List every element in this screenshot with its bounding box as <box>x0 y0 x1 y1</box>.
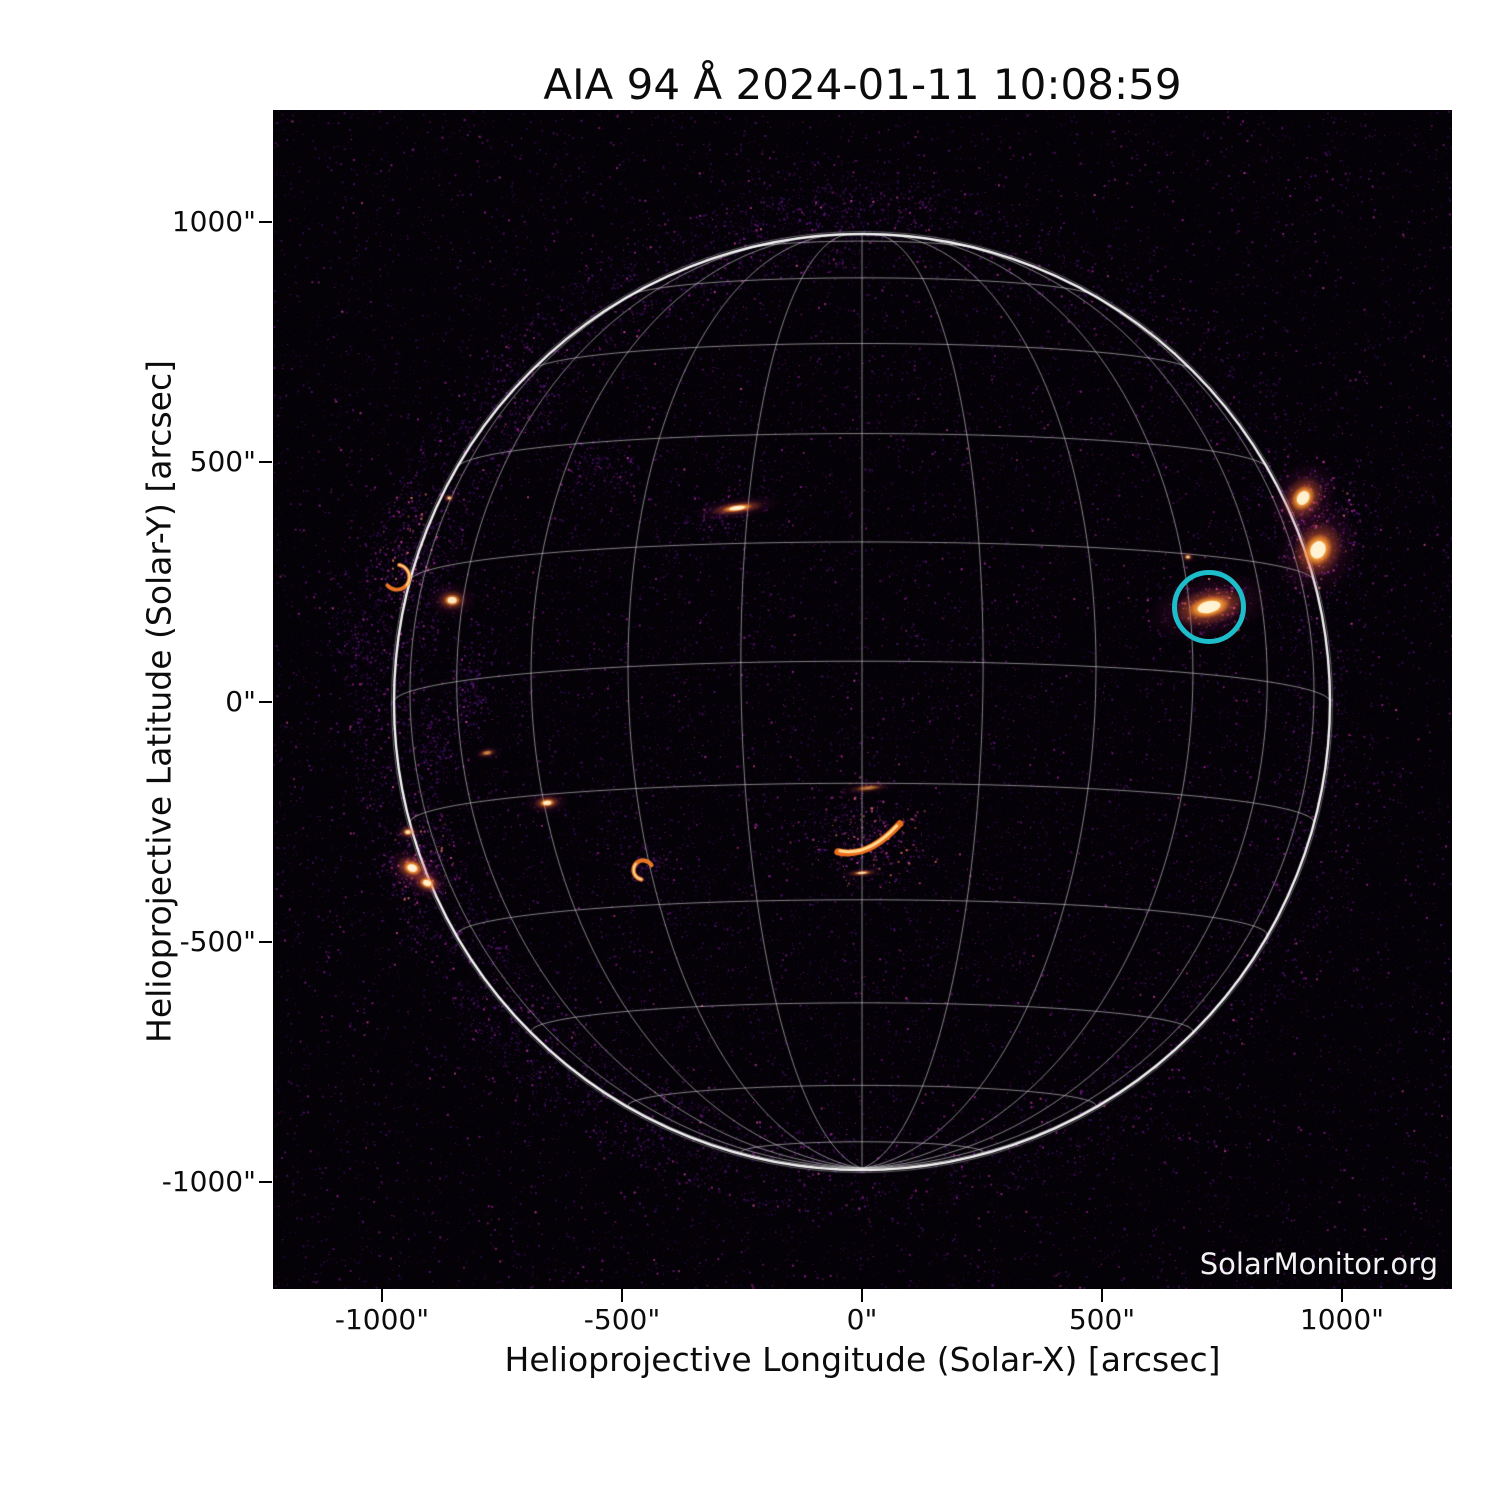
x-tick-mark <box>621 1289 623 1302</box>
x-tick-mark <box>1101 1289 1103 1302</box>
y-tick-mark <box>259 1181 272 1183</box>
x-tick-mark <box>381 1289 383 1302</box>
y-tick-label: 1000" <box>171 205 256 238</box>
y-tick-label: 500" <box>189 445 256 478</box>
solar-disk-plot-area: SolarMonitor.org <box>273 110 1452 1289</box>
plot-title: AIA 94 Å 2024-01-11 10:08:59 <box>543 60 1182 109</box>
y-tick-mark <box>259 701 272 703</box>
aia-94-solar-image <box>273 110 1452 1289</box>
x-tick-mark <box>1341 1289 1343 1302</box>
x-tick-label: 1000" <box>1299 1303 1385 1336</box>
flare-annotation-circle <box>1172 570 1246 644</box>
x-tick-label: 500" <box>1068 1303 1136 1336</box>
y-tick-label: 0" <box>225 685 256 718</box>
y-tick-mark <box>259 221 272 223</box>
watermark-text: SolarMonitor.org <box>1199 1247 1438 1281</box>
x-tick-label: -1000" <box>334 1303 430 1336</box>
y-axis-label: Helioprojective Latitude (Solar-Y) [arcs… <box>139 360 179 1043</box>
y-tick-mark <box>259 461 272 463</box>
y-tick-label: -1000" <box>161 1165 256 1198</box>
x-tick-label: -500" <box>583 1303 661 1336</box>
x-tick-mark <box>861 1289 863 1302</box>
y-tick-mark <box>259 941 272 943</box>
y-tick-label: -500" <box>179 925 256 958</box>
x-tick-label: 0" <box>846 1303 878 1336</box>
x-axis-label: Helioprojective Longitude (Solar-X) [arc… <box>504 1340 1221 1379</box>
